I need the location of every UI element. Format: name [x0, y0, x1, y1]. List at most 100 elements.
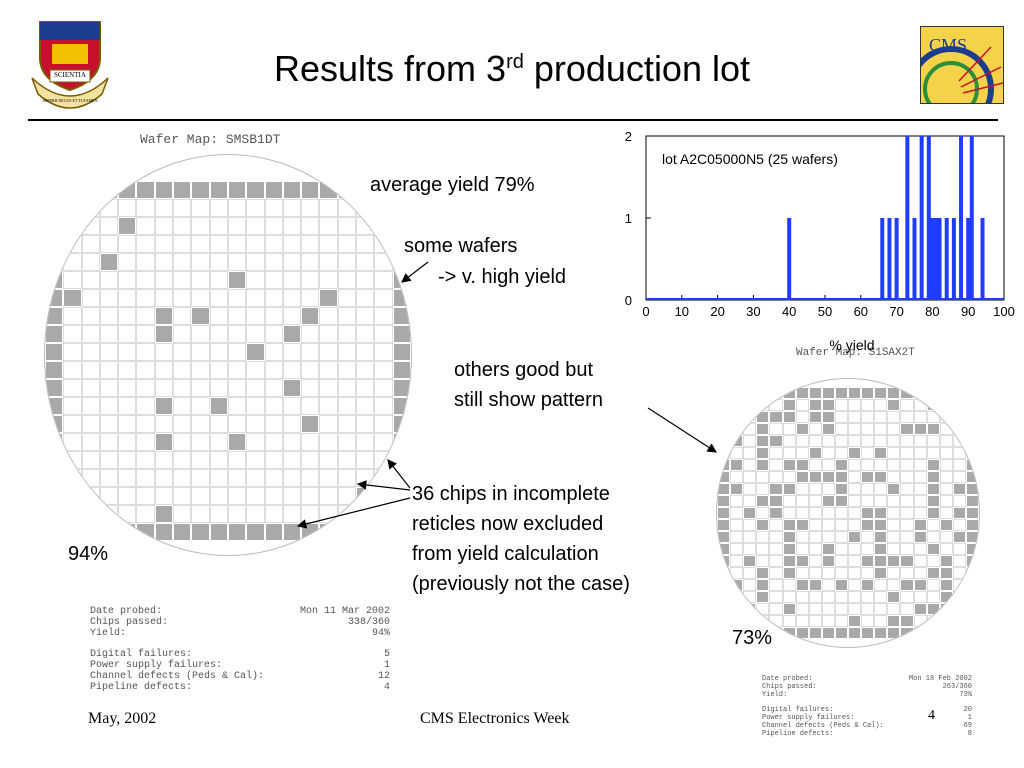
wafer-die [337, 307, 357, 325]
wafer-die [374, 361, 393, 379]
wafer-die [99, 289, 119, 307]
wafer-die [926, 399, 940, 411]
wafer-die [782, 555, 796, 567]
wafer-die [730, 435, 744, 447]
wafer-die [965, 399, 979, 411]
title-prefix: Results from 3 [273, 48, 507, 89]
wafer-die [282, 307, 302, 325]
wafer-die [900, 399, 914, 411]
histogram-bar [787, 218, 792, 300]
wafer-die [392, 325, 411, 343]
wafer-die [782, 471, 796, 483]
wafer-die [227, 397, 247, 415]
wafer-die [717, 543, 731, 555]
stat-label: Digital failures: [762, 706, 834, 714]
histogram-axes: 0 10 20 30 40 50 60 70 80 90 100 0 1 2 [625, 129, 1015, 319]
histogram-xlabel: % yield [829, 337, 874, 353]
wafer-die [392, 523, 411, 541]
wafer-die [887, 459, 901, 471]
arrow-pattern [647, 407, 718, 453]
wafer-die [337, 235, 357, 253]
wafer-die [191, 199, 210, 217]
wafer-die [848, 603, 862, 615]
wafer-die [99, 253, 119, 271]
wafer-die [821, 579, 835, 591]
wafer-die [821, 423, 835, 435]
wafer-die [730, 483, 744, 495]
wafer-die [264, 235, 283, 253]
wafer-die [795, 435, 809, 447]
wafer-die [900, 615, 914, 627]
wafer-die [45, 181, 64, 199]
wafer-die [99, 199, 119, 217]
wafer-die [965, 483, 979, 495]
wafer-die [782, 447, 796, 459]
wafer-die [356, 199, 375, 217]
wafer-die [939, 627, 953, 639]
wafer-die [743, 567, 757, 579]
wafer-die [118, 397, 137, 415]
wafer-die [756, 531, 770, 543]
wafer-die [861, 483, 875, 495]
wafer-die [337, 181, 357, 199]
wafer-die [136, 433, 155, 451]
wafer-die [730, 471, 744, 483]
wafer-die [769, 579, 783, 591]
stat-value: 1 [383, 660, 390, 671]
wafer-die [301, 397, 320, 415]
wafer-die [848, 483, 862, 495]
wafer-die [874, 567, 888, 579]
wafer-die [264, 343, 283, 361]
wafer-die [81, 253, 100, 271]
wafer-die [282, 505, 302, 523]
wafer-die [99, 217, 119, 235]
wafer-die [808, 471, 822, 483]
wafer-die [769, 459, 783, 471]
stat-value: 94% [371, 628, 390, 639]
wafer-die [209, 451, 228, 469]
wafer-die [301, 415, 320, 433]
wafer-left-stats: Date probed: Mon 11 Mar 2002 Chips passed:… [90, 584, 390, 704]
wafer-die [861, 495, 875, 507]
logo-ribbon-text: IMPERII DECUS ET TUTAMEN [42, 98, 98, 103]
wafer-die [154, 433, 174, 451]
arrow-excluded-2 [356, 480, 411, 491]
wafer-die [821, 531, 835, 543]
stat-value: 263/360 [942, 683, 972, 691]
wafer-die [874, 471, 888, 483]
wafer-die [374, 325, 393, 343]
wafer-die [173, 433, 192, 451]
wafer-die [952, 603, 966, 615]
wafer-die [209, 505, 228, 523]
wafer-die [821, 615, 835, 627]
wafer-die [264, 361, 283, 379]
wafer-die [301, 307, 320, 325]
wafer-die [808, 627, 822, 639]
wafer-die [392, 379, 411, 397]
wafer-die [319, 307, 338, 325]
wafer-die [913, 387, 927, 399]
wafer-left-title: Wafer Map: SMSB1DT [140, 132, 281, 147]
wafer-die [45, 451, 64, 469]
wafer-die [730, 495, 744, 507]
wafer-die [191, 433, 210, 451]
wafer-die [173, 397, 192, 415]
wafer-die [874, 615, 888, 627]
wafer-die [356, 451, 375, 469]
wafer-die [743, 423, 757, 435]
wafer-die [769, 423, 783, 435]
wafer-die [301, 433, 320, 451]
wafer-die [939, 615, 953, 627]
histogram-bars [646, 136, 1004, 300]
wafer-die [900, 495, 914, 507]
wafer-die [356, 253, 375, 271]
wafer-die [264, 199, 283, 217]
stat-label: Pipeline defects: [762, 730, 834, 738]
stat-row: Chips passed: 338/360 [90, 617, 390, 628]
wafer-die [848, 411, 862, 423]
wafer-die [821, 507, 835, 519]
wafer-die [63, 469, 82, 487]
wafer-die [913, 531, 927, 543]
wafer-die [756, 579, 770, 591]
